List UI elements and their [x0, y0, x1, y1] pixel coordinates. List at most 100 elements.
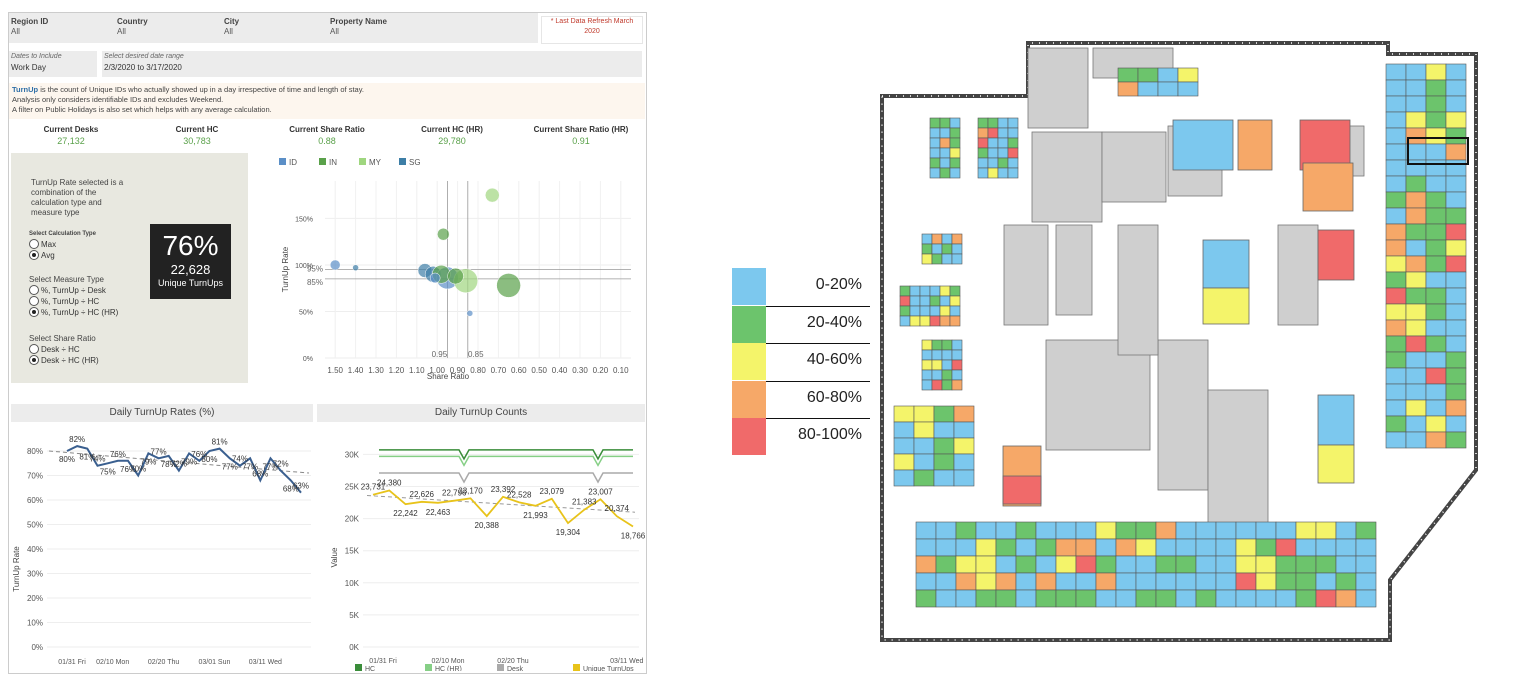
desk-heat-cell [921, 349, 933, 361]
desk-heat-cell [929, 305, 941, 317]
filter-property[interactable]: Property Name All [330, 17, 387, 36]
filter-country[interactable]: Country All [117, 17, 148, 36]
desk-heat-cell [1215, 538, 1237, 557]
data-label: 63% [293, 482, 309, 491]
desk-heat-cell [899, 295, 911, 307]
y-tick-label: 80% [27, 447, 43, 456]
desk-heat-cell [953, 405, 975, 423]
desk-heat-cell [941, 379, 953, 391]
scatter-point [466, 310, 474, 317]
desk-heat-cell [987, 147, 999, 159]
room-heat-cell [1299, 119, 1351, 171]
desk-heat-cell [941, 339, 953, 351]
desk-heat-cell [1385, 143, 1407, 161]
desk-heat-cell [929, 315, 941, 327]
desk-heat-cell [1385, 415, 1407, 433]
desk-heat-cell [977, 117, 989, 129]
data-label: 70% [130, 465, 146, 474]
desk-heat-cell [1445, 175, 1467, 193]
desk-heat-cell [1295, 589, 1317, 608]
desk-heat-cell [951, 233, 963, 245]
desk-heat-cell [1117, 67, 1139, 83]
data-label: 21,383 [572, 498, 597, 507]
legend-swatch [425, 664, 432, 671]
scatter-point [329, 259, 341, 271]
desk-heat-cell [949, 167, 961, 179]
desk-heat-cell [975, 521, 997, 540]
radio-turnup-hc[interactable]: %, TurnUp ÷ HC [29, 296, 99, 306]
desk-heat-cell [1055, 538, 1077, 557]
desk-heat-cell [915, 589, 937, 608]
desk-heat-cell [1425, 335, 1447, 353]
desk-heat-cell [931, 243, 943, 255]
desk-heat-cell [955, 521, 977, 540]
desk-heat-cell [929, 147, 941, 159]
desk-heat-cell [1385, 175, 1407, 193]
desk-heat-cell [1235, 589, 1257, 608]
x-tick-label: 1.10 [409, 366, 425, 375]
desk-heat-cell [953, 469, 975, 487]
desk-heat-cell [1035, 521, 1057, 540]
radio-max[interactable]: Max [29, 239, 56, 249]
x-tick-label: 0.20 [593, 366, 609, 375]
desk-heat-cell [1177, 81, 1199, 97]
desk-heat-cell [1425, 79, 1447, 97]
y-axis-title: TurnUp Rate [281, 246, 290, 292]
data-label: 79% [181, 457, 197, 466]
desk-heat-cell [915, 538, 937, 557]
x-tick-label: 02/20 Thu [148, 659, 180, 666]
radio-avg[interactable]: Avg [29, 250, 55, 260]
desk-heat-cell [1445, 127, 1467, 145]
x-axis-title: Share Ratio [427, 372, 470, 381]
filter-city[interactable]: City All [224, 17, 240, 36]
kpi-share-ratio-hr: Current Share Ratio (HR) 0.91 [533, 125, 629, 146]
radio-desk-hc-hr[interactable]: Desk ÷ HC (HR) [29, 355, 99, 365]
desk-heat-cell [933, 405, 955, 423]
desk-heat-cell [1385, 95, 1407, 113]
desk-heat-cell [997, 167, 1009, 179]
kpi-current-desks: Current Desks 27,132 [43, 125, 99, 146]
desk-heat-cell [1385, 303, 1407, 321]
meeting-room [1157, 339, 1209, 491]
desk-heat-cell [921, 339, 933, 351]
desk-heat-cell [1445, 383, 1467, 401]
desk-heat-cell [1135, 555, 1157, 574]
desk-heat-cell [955, 555, 977, 574]
desk-heat-cell [951, 349, 963, 361]
x-tick-label: 01/31 Fri [58, 659, 86, 666]
desk-heat-cell [1295, 521, 1317, 540]
desk-heat-cell [1335, 555, 1357, 574]
date-range[interactable]: Select desired date range 2/3/2020 to 3/1… [102, 51, 642, 77]
desk-heat-cell [935, 589, 957, 608]
desk-heat-cell [1255, 555, 1277, 574]
desk-heat-cell [955, 589, 977, 608]
desk-heat-cell [1335, 521, 1357, 540]
desk-heat-cell [919, 285, 931, 297]
desk-heat-cell [1425, 367, 1447, 385]
meeting-room [1027, 47, 1089, 129]
desk-heat-cell [1385, 367, 1407, 385]
desk-heat-cell [919, 305, 931, 317]
desk-heat-cell [913, 453, 935, 471]
filter-region[interactable]: Region ID All [11, 17, 49, 36]
desk-heat-cell [1425, 95, 1447, 113]
desk-heat-cell [949, 147, 961, 159]
data-label: 22,463 [426, 508, 451, 517]
desk-heat-cell [921, 233, 933, 245]
desk-heat-cell [1095, 589, 1117, 608]
rate-series-line [66, 445, 302, 494]
measure-type-label: Select Measure Type [29, 275, 105, 284]
desk-heat-cell [1405, 175, 1427, 193]
last-refresh: * Last Data Refresh March 2020 [541, 16, 643, 44]
desk-heat-cell [935, 538, 957, 557]
dates-include[interactable]: Dates to Include Work Day [9, 51, 97, 77]
desk-heat-cell [953, 421, 975, 439]
desk-heat-cell [909, 305, 921, 317]
radio-turnup-desk[interactable]: %, TurnUp ÷ Desk [29, 285, 106, 295]
radio-desk-hc[interactable]: Desk ÷ HC [29, 344, 80, 354]
desk-heat-cell [1075, 538, 1097, 557]
desk-heat-cell [1115, 572, 1137, 591]
legend-label: 0-20% [815, 276, 862, 293]
radio-turnup-hc-hr[interactable]: %, TurnUp ÷ HC (HR) [29, 307, 118, 317]
desk-heat-cell [1445, 239, 1467, 257]
